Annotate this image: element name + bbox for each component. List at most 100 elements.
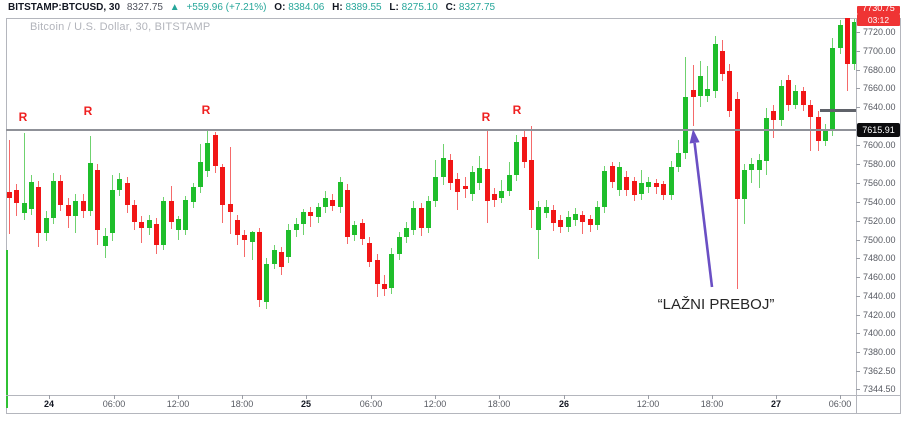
candle-body[interactable] xyxy=(771,111,777,120)
candle-body[interactable] xyxy=(374,259,380,285)
candle-body[interactable] xyxy=(264,263,270,303)
candle-body[interactable] xyxy=(146,220,152,228)
candle-body[interactable] xyxy=(631,180,637,195)
candle-body[interactable] xyxy=(403,227,409,238)
candle-body[interactable] xyxy=(308,211,314,217)
candle-body[interactable] xyxy=(278,252,284,268)
candle-body[interactable] xyxy=(131,205,137,223)
candle-body[interactable] xyxy=(124,182,130,206)
candle-body[interactable] xyxy=(220,166,226,206)
candle-body[interactable] xyxy=(95,170,101,230)
candle-body[interactable] xyxy=(521,137,527,162)
candle-body[interactable] xyxy=(580,214,586,223)
candle-body[interactable] xyxy=(778,85,784,120)
candle-body[interactable] xyxy=(646,181,652,188)
candle-body[interactable] xyxy=(139,222,145,228)
candle-body[interactable] xyxy=(359,223,365,240)
candle-body[interactable] xyxy=(227,204,233,212)
candle-body[interactable] xyxy=(764,117,770,161)
symbol-name[interactable]: BITSTAMP:BTCUSD, 30 xyxy=(8,2,121,13)
candle-body[interactable] xyxy=(477,167,483,183)
candle-body[interactable] xyxy=(558,220,564,227)
candle-body[interactable] xyxy=(609,165,615,182)
candle-body[interactable] xyxy=(462,186,468,190)
candle-body[interactable] xyxy=(543,207,549,213)
candle-body[interactable] xyxy=(315,207,321,218)
candle-body[interactable] xyxy=(800,91,806,106)
candle-body[interactable] xyxy=(448,160,453,183)
candle-body[interactable] xyxy=(249,232,255,242)
candle-body[interactable] xyxy=(190,187,196,203)
candle-body[interactable] xyxy=(455,178,461,192)
candle-body[interactable] xyxy=(117,178,123,191)
candle-body[interactable] xyxy=(14,190,20,204)
candle-body[interactable] xyxy=(80,201,86,211)
candle-body[interactable] xyxy=(528,160,534,210)
candle-body[interactable] xyxy=(396,237,402,255)
candle-body[interactable] xyxy=(470,172,476,194)
candle-body[interactable] xyxy=(617,166,623,191)
candle-body[interactable] xyxy=(58,180,64,206)
candle-body[interactable] xyxy=(109,190,115,234)
candle-body[interactable] xyxy=(749,163,755,171)
candle-body[interactable] xyxy=(293,224,299,230)
candle-body[interactable] xyxy=(7,192,12,198)
candle-body[interactable] xyxy=(837,25,843,48)
candle-body[interactable] xyxy=(29,181,35,209)
candle-wick[interactable] xyxy=(251,230,253,260)
horizontal-level-line[interactable] xyxy=(820,108,856,112)
candle-wick[interactable] xyxy=(23,132,25,221)
candle-wick[interactable] xyxy=(9,140,10,235)
candle-body[interactable] xyxy=(742,170,747,199)
candle-body[interactable] xyxy=(440,158,446,177)
candle-body[interactable] xyxy=(425,201,431,228)
candle-body[interactable] xyxy=(21,203,27,213)
candle-body[interactable] xyxy=(514,142,520,176)
candle-body[interactable] xyxy=(65,205,71,217)
candle-body[interactable] xyxy=(330,199,336,207)
candle-body[interactable] xyxy=(793,91,799,106)
candle-body[interactable] xyxy=(719,50,725,75)
candle-body[interactable] xyxy=(690,90,696,97)
candle-body[interactable] xyxy=(844,18,850,64)
candle-body[interactable] xyxy=(367,242,373,262)
candle-body[interactable] xyxy=(212,134,218,166)
candle-body[interactable] xyxy=(154,224,159,245)
candle-wick[interactable] xyxy=(773,105,775,139)
candle-body[interactable] xyxy=(183,199,189,230)
candle-wick[interactable] xyxy=(229,146,231,235)
candle-wick[interactable] xyxy=(141,216,143,243)
candle-body[interactable] xyxy=(87,162,93,211)
candle-body[interactable] xyxy=(653,182,659,188)
candle-body[interactable] xyxy=(234,220,240,236)
candle-body[interactable] xyxy=(492,193,498,201)
candle-body[interactable] xyxy=(484,169,490,202)
candle-body[interactable] xyxy=(815,116,821,142)
candle-body[interactable] xyxy=(418,208,424,228)
candle-body[interactable] xyxy=(506,175,512,192)
candle-body[interactable] xyxy=(668,166,674,195)
candle-body[interactable] xyxy=(345,190,351,238)
candle-body[interactable] xyxy=(36,187,42,234)
candle-wick[interactable] xyxy=(538,201,540,259)
candle-body[interactable] xyxy=(675,153,681,167)
candle-body[interactable] xyxy=(381,284,387,289)
candle-body[interactable] xyxy=(433,176,439,202)
candle-body[interactable] xyxy=(301,211,306,224)
candle-wick[interactable] xyxy=(582,210,584,235)
candle-body[interactable] xyxy=(822,129,828,142)
candle-body[interactable] xyxy=(587,219,593,225)
candle-body[interactable] xyxy=(499,191,505,198)
candle-body[interactable] xyxy=(73,201,79,217)
candle-body[interactable] xyxy=(661,184,667,195)
candle-body[interactable] xyxy=(595,207,600,225)
candle-body[interactable] xyxy=(205,143,211,172)
candle-body[interactable] xyxy=(852,21,856,64)
candle-body[interactable] xyxy=(286,229,292,257)
candle-body[interactable] xyxy=(102,236,108,246)
candle-wick[interactable] xyxy=(707,65,709,102)
candle-body[interactable] xyxy=(389,254,395,288)
candle-body[interactable] xyxy=(602,171,608,208)
candle-body[interactable] xyxy=(756,160,762,171)
